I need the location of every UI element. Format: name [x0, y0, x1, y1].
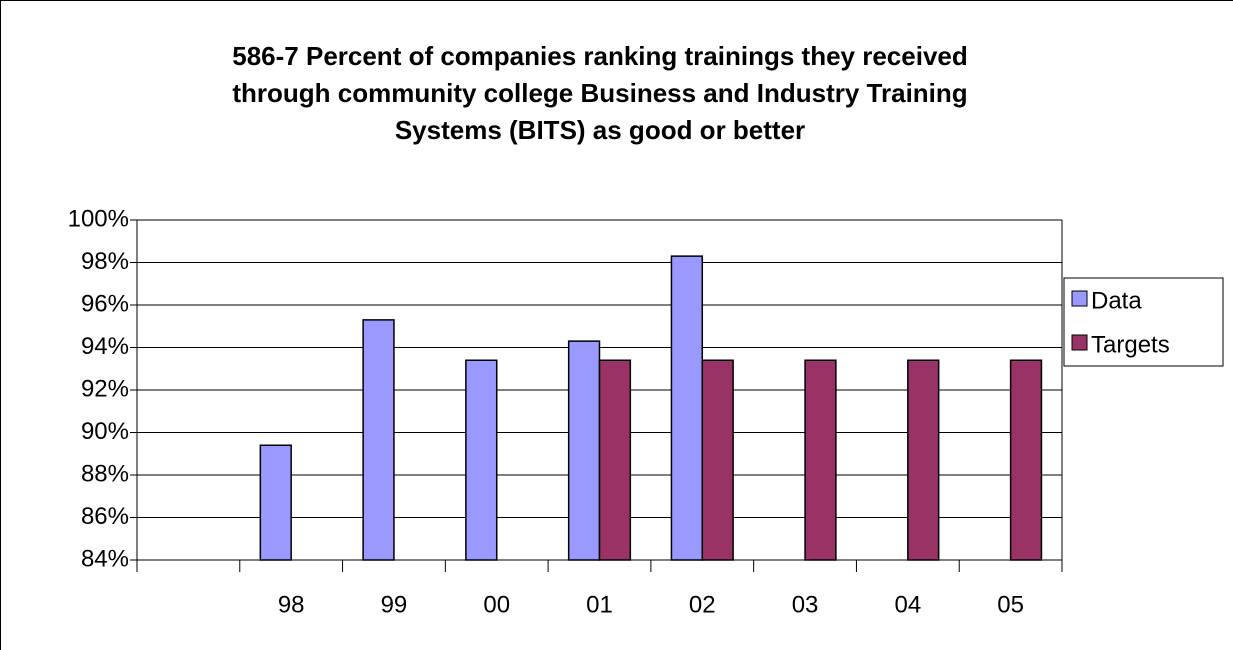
legend-swatch [1071, 290, 1088, 307]
legend-swatch [1071, 334, 1088, 351]
x-tick-label: 03 [792, 591, 819, 618]
x-tick-label: 05 [997, 591, 1024, 618]
y-tick-label: 88% [81, 460, 129, 487]
bar [670, 255, 704, 561]
x-tick-label: 02 [689, 591, 716, 618]
chart-title: Systems (BITS) as good or better [395, 115, 805, 145]
bar [567, 340, 601, 561]
y-tick-label: 84% [81, 545, 129, 572]
chart-title: through community college Business and I… [232, 78, 967, 108]
y-tick-label: 92% [81, 375, 129, 402]
x-tick-label: 01 [586, 591, 613, 618]
chart-title: 586-7 Percent of companies ranking train… [232, 41, 968, 71]
bar [1009, 359, 1043, 561]
bar [362, 319, 395, 561]
legend-box [1063, 277, 1224, 367]
y-tick-label: 90% [81, 418, 129, 445]
bar [804, 359, 837, 561]
y-tick-label: 98% [81, 248, 129, 275]
y-tick-label: 86% [81, 503, 129, 530]
bar [465, 359, 498, 561]
x-tick-label: 00 [483, 591, 510, 618]
y-tick-label: 94% [81, 333, 129, 360]
bar [701, 359, 734, 561]
bar [259, 444, 292, 561]
x-tick-label: 99 [381, 591, 408, 618]
y-tick-label: 96% [81, 290, 129, 317]
x-tick-label: 98 [278, 591, 305, 618]
y-tick-label: 100% [68, 205, 129, 232]
legend-label: Data [1091, 287, 1142, 314]
bar [598, 359, 632, 561]
legend-label: Targets [1091, 331, 1170, 358]
x-tick-label: 04 [894, 591, 921, 618]
bar [907, 359, 940, 561]
